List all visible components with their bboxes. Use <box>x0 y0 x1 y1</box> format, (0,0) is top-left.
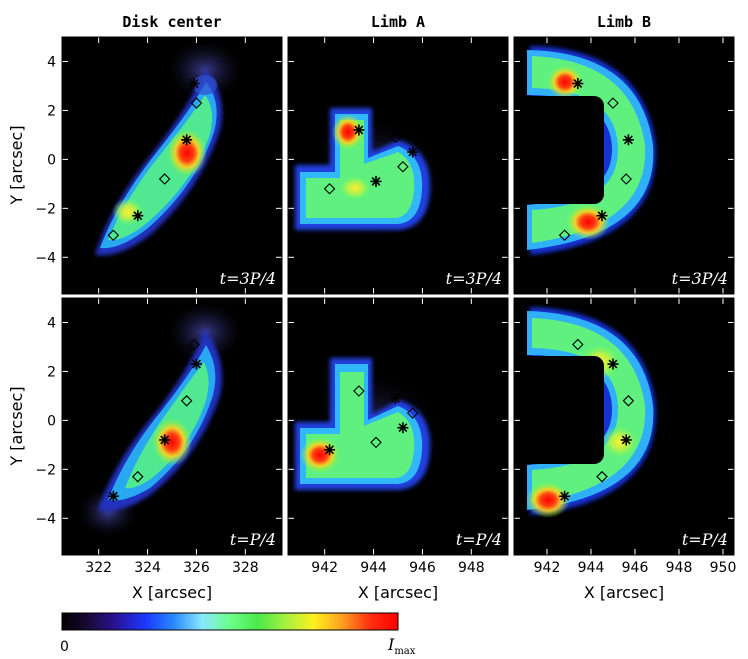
diamond-marker <box>596 470 608 483</box>
x-axis-label-limb-b: X [arcsec] <box>584 583 664 602</box>
x-tick-label: 328 <box>232 560 259 576</box>
frame-limb-a-top <box>287 36 509 295</box>
star-marker <box>324 444 336 456</box>
y-tick-label: −2 <box>35 462 56 478</box>
x-tick-label: 948 <box>458 560 485 576</box>
star-marker <box>607 358 619 370</box>
diamond-marker <box>572 338 584 351</box>
time-label-limb-a-top: t=3P/4 <box>446 269 502 288</box>
star-marker <box>181 134 193 146</box>
column-title-limb-b: Limb B <box>597 13 651 31</box>
y-tick-label: 4 <box>47 54 56 70</box>
emission-disk-center-top <box>95 40 243 256</box>
emission-disk-center-bottom <box>78 302 243 537</box>
star-marker <box>622 134 634 146</box>
x-tick-label: 942 <box>534 560 561 576</box>
time-label-limb-a-bottom: t=P/4 <box>456 530 502 549</box>
star-marker <box>107 490 119 502</box>
star-marker <box>159 434 171 446</box>
time-label-limb-b-top: t=3P/4 <box>672 269 728 288</box>
diamond-marker <box>132 470 144 483</box>
x-tick-label: 946 <box>622 560 649 576</box>
x-tick-label: 946 <box>409 560 436 576</box>
colorbar-max-main: I <box>387 635 395 654</box>
star-marker <box>370 175 382 187</box>
frame-disk-center-bottom <box>61 297 283 556</box>
star-marker <box>572 78 584 90</box>
x-tick-label: 324 <box>134 560 161 576</box>
star-marker <box>407 146 419 158</box>
y-axis-label-bottom: Y [arcsec] <box>7 386 26 466</box>
y-tick-label: −4 <box>35 511 56 527</box>
diamond-marker <box>389 131 402 144</box>
diamond-marker <box>188 338 200 351</box>
diamond-marker <box>622 395 635 407</box>
frame-limb-b-bottom <box>513 297 735 556</box>
y-tick-label: 0 <box>47 413 56 429</box>
frame-disk-center-top <box>61 36 283 295</box>
frame-limb-b-top <box>513 36 735 295</box>
colorbar-max-label: Imax <box>387 635 416 657</box>
colorbar-min-label: 0 <box>60 639 69 655</box>
y-tick-label: 2 <box>47 364 56 380</box>
star-marker <box>390 392 402 404</box>
time-label-disk-center-bottom: t=P/4 <box>230 530 276 549</box>
frame-limb-a-bottom <box>287 297 509 556</box>
star-marker <box>596 210 608 222</box>
diamond-marker <box>620 173 632 185</box>
y-tick-label: 4 <box>47 315 56 331</box>
y-tick-label: 0 <box>47 152 56 168</box>
column-title-disk-center: Disk center <box>122 13 221 31</box>
diamond-marker <box>558 229 571 242</box>
x-tick-label: 944 <box>360 560 387 576</box>
star-marker <box>397 422 409 434</box>
star-marker <box>353 124 365 136</box>
diamond-marker <box>323 182 336 195</box>
colorbar <box>61 612 399 631</box>
star-marker <box>132 210 144 222</box>
y-tick-label: −2 <box>35 201 56 217</box>
diamond-marker <box>107 229 120 242</box>
diamond-marker <box>406 407 419 419</box>
diamond-marker <box>397 160 409 173</box>
diamond-marker <box>370 436 382 449</box>
diamond-marker <box>353 385 365 397</box>
x-tick-label: 942 <box>311 560 338 576</box>
x-axis-label-disk-center: X [arcsec] <box>132 583 212 602</box>
emission-limb-a-bottom <box>295 358 440 490</box>
markers-layer <box>107 78 635 502</box>
star-marker <box>559 490 571 502</box>
axes-layer: −4 −2 0 2 4 −4 −2 0 2 4 322 324 326 328 942 944 946 948 94… <box>35 37 736 576</box>
y-tick-label: −4 <box>35 250 56 266</box>
column-title-limb-a: Limb A <box>371 13 425 31</box>
diamond-marker <box>180 395 193 407</box>
x-tick-label: 326 <box>183 560 210 576</box>
x-tick-label: 944 <box>578 560 605 576</box>
x-tick-label: 322 <box>85 560 112 576</box>
star-marker <box>620 434 632 446</box>
x-tick-label: 950 <box>710 560 737 576</box>
x-tick-label: 948 <box>666 560 693 576</box>
time-label-disk-center-top: t=3P/4 <box>220 269 276 288</box>
emission-limb-a-top <box>295 108 440 231</box>
diamond-marker <box>190 97 203 109</box>
diamond-marker <box>607 97 619 109</box>
x-axis-label-limb-a: X [arcsec] <box>358 583 438 602</box>
time-label-limb-b-bottom: t=P/4 <box>682 530 728 549</box>
colorbar-max-sub: max <box>394 646 415 657</box>
diamond-marker <box>158 173 171 185</box>
star-marker <box>188 78 200 90</box>
y-tick-label: 2 <box>47 103 56 119</box>
star-marker <box>190 358 202 370</box>
y-axis-label-top: Y [arcsec] <box>7 125 26 205</box>
